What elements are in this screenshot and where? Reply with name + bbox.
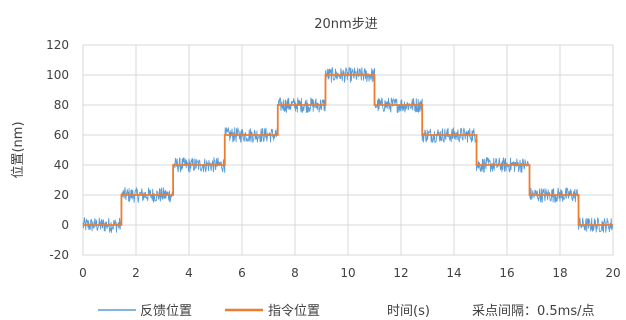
legend-label-command: 指令位置	[268, 304, 320, 319]
sampling-note: 采点间隔：0.5ms/点	[472, 304, 595, 319]
x-tick-label: 2	[132, 266, 140, 280]
x-tick-labels: 0 2 4 6 8 10 12 14 16 18 20	[79, 266, 620, 280]
plot-border	[82, 44, 614, 256]
x-tick-label: 6	[238, 266, 246, 280]
x-tick-label: 12	[393, 266, 408, 280]
y-tick-label: 60	[54, 128, 69, 142]
y-tick-label: 20	[54, 188, 69, 202]
legend-label-feedback: 反馈位置	[140, 304, 192, 319]
series-layer	[82, 67, 614, 233]
x-tick-label: 18	[552, 266, 567, 280]
legend: 反馈位置 指令位置	[98, 304, 320, 319]
x-tick-label: 0	[79, 266, 87, 280]
y-tick-label: 40	[54, 158, 69, 172]
x-tick-label: 8	[291, 266, 299, 280]
x-tick-label: 10	[340, 266, 355, 280]
y-tick-labels: -20 0 20 40 60 80 100 120	[46, 38, 69, 262]
plot-frame	[82, 44, 614, 256]
x-tick-label: 20	[605, 266, 620, 280]
x-tick-label: 16	[499, 266, 514, 280]
x-axis-title: 时间(s)	[387, 304, 430, 319]
series-command-line	[83, 74, 613, 226]
y-tick-label: -20	[49, 248, 69, 262]
y-tick-label: 120	[46, 38, 69, 52]
grid-lines	[82, 44, 614, 256]
y-tick-label: 100	[46, 68, 69, 82]
y-tick-label: 0	[61, 218, 69, 232]
chart-title: 20nm步进	[314, 17, 377, 32]
series-feedback-line	[82, 67, 614, 233]
y-tick-label: 80	[54, 98, 69, 112]
y-axis-title: 位置(nm)	[11, 121, 26, 178]
x-tick-label: 4	[185, 266, 193, 280]
x-tick-label: 14	[446, 266, 461, 280]
